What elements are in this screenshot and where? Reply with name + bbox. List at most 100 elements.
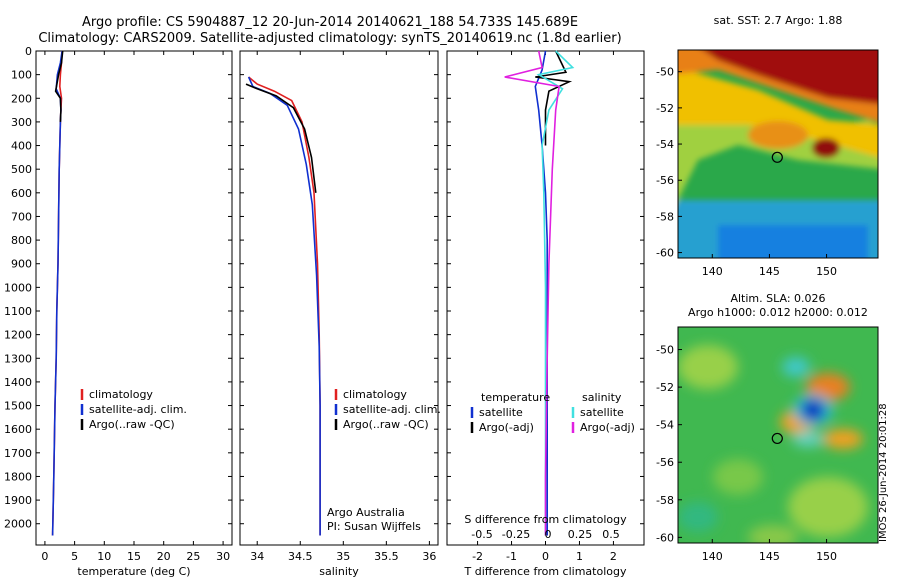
legend-title-temperature: temperature bbox=[481, 391, 550, 404]
map-y-tick-label: -56 bbox=[656, 456, 674, 469]
series-line bbox=[51, 50, 63, 536]
y-tick-label: 1500 bbox=[4, 400, 32, 413]
y-tick-label: 1200 bbox=[4, 329, 32, 342]
x-tick-label: 10 bbox=[97, 550, 111, 563]
sst-warm-region bbox=[703, 50, 878, 104]
y-tick-label: 1800 bbox=[4, 470, 32, 483]
sst-warm-eddy bbox=[812, 138, 840, 158]
annotation-argo-australia: Argo Australia bbox=[327, 506, 405, 519]
series-line bbox=[535, 50, 573, 146]
series-line bbox=[54, 50, 64, 122]
sst-field bbox=[678, 50, 878, 258]
x-tick-label: 34.5 bbox=[288, 550, 313, 563]
panel-frame bbox=[239, 50, 439, 546]
x-tick-label: 1 bbox=[576, 550, 583, 563]
map-x-tick-label: 150 bbox=[816, 550, 837, 563]
map-y-tick-label: -50 bbox=[656, 66, 674, 79]
legend-label: Argo(..raw -QC) bbox=[89, 418, 175, 431]
y-tick-label: 600 bbox=[11, 187, 32, 200]
sla-eddy-blob bbox=[678, 345, 738, 389]
y-tick-label: 1100 bbox=[4, 305, 32, 318]
x2-axis-label: S difference from climatology bbox=[464, 513, 627, 526]
sla-eddy-blob bbox=[713, 459, 763, 495]
y-tick-label: 400 bbox=[11, 140, 32, 153]
x-tick-label: -1 bbox=[506, 550, 517, 563]
sla-eddy-blob bbox=[748, 525, 798, 543]
x-tick-label: 36 bbox=[422, 550, 436, 563]
sla-eddy-blob bbox=[788, 477, 868, 537]
map-x-tick-label: 140 bbox=[702, 550, 723, 563]
map-x-tick-label: 140 bbox=[702, 265, 723, 278]
legend-label: Argo(..raw -QC) bbox=[343, 418, 429, 431]
argo-location-marker bbox=[771, 432, 783, 445]
map-y-tick-label: -56 bbox=[656, 174, 674, 187]
x-tick-label: 2 bbox=[610, 550, 617, 563]
legend-label: satellite bbox=[479, 406, 523, 419]
map-y-tick-label: -54 bbox=[656, 138, 674, 151]
x-tick-label: -2 bbox=[472, 550, 483, 563]
y-tick-label: 2000 bbox=[4, 518, 32, 531]
x-tick-label: 20 bbox=[157, 550, 171, 563]
x-tick-label: 0 bbox=[41, 550, 48, 563]
sst-map-title: sat. SST: 2.7 Argo: 1.88 bbox=[713, 14, 843, 27]
sla-eddy-blob bbox=[678, 502, 718, 532]
legend-label: satellite bbox=[580, 406, 624, 419]
map-y-tick-label: -60 bbox=[656, 531, 674, 544]
sst-orange-patch bbox=[748, 121, 808, 149]
x2-tick-label: 0 bbox=[545, 528, 552, 541]
sla-eddy-blob bbox=[801, 399, 825, 421]
argo-location-marker bbox=[771, 151, 783, 163]
legend-label: satellite-adj. clim. bbox=[343, 403, 441, 416]
x-tick-label: 25 bbox=[186, 550, 200, 563]
map-y-tick-label: -60 bbox=[656, 247, 674, 260]
map-y-tick-label: -52 bbox=[656, 381, 674, 394]
sla-map bbox=[678, 327, 878, 543]
series-line bbox=[534, 50, 549, 536]
y-tick-label: 800 bbox=[11, 234, 32, 247]
legend-label: climatology bbox=[89, 388, 153, 401]
x-axis-label: salinity bbox=[319, 565, 359, 578]
map-y-tick-label: -52 bbox=[656, 102, 674, 115]
x-tick-label: 35 bbox=[336, 550, 350, 563]
title-line-1: Argo profile: CS 5904887_12 20-Jun-2014 … bbox=[81, 15, 579, 30]
map-y-tick-label: -54 bbox=[656, 419, 674, 432]
sla-eddy-blob bbox=[782, 357, 810, 377]
map-x-tick-label: 145 bbox=[759, 550, 780, 563]
sla-field bbox=[678, 345, 868, 543]
y-tick-label: 1700 bbox=[4, 447, 32, 460]
y-tick-label: 1400 bbox=[4, 376, 32, 389]
x-tick-label: 35.5 bbox=[374, 550, 399, 563]
series-line bbox=[504, 50, 561, 536]
sst-map bbox=[678, 50, 878, 258]
y-tick-label: 100 bbox=[11, 69, 32, 82]
y-tick-label: 200 bbox=[11, 92, 32, 105]
sla-map-title: Altim. SLA: 0.026 bbox=[730, 292, 826, 305]
series-line bbox=[245, 83, 317, 193]
legend-label: climatology bbox=[343, 388, 407, 401]
map-x-tick-label: 145 bbox=[759, 265, 780, 278]
x-tick-label: 0 bbox=[542, 550, 549, 563]
sla-map-frame bbox=[677, 326, 879, 544]
legend-label: satellite-adj. clim. bbox=[89, 403, 187, 416]
x2-tick-label: -0.25 bbox=[502, 528, 530, 541]
x-tick-label: 5 bbox=[71, 550, 78, 563]
sla-eddy-blob bbox=[792, 431, 824, 447]
map-y-tick-label: -58 bbox=[656, 494, 674, 507]
x-axis-label: T difference from climatology bbox=[464, 565, 627, 578]
legend-label: Argo(-adj) bbox=[479, 421, 534, 434]
x-axis-label: temperature (deg C) bbox=[77, 565, 190, 578]
sst-map-frame bbox=[677, 49, 879, 259]
map-x-tick-label: 150 bbox=[816, 265, 837, 278]
sla-eddy-blob bbox=[806, 373, 850, 401]
x-tick-label: 30 bbox=[216, 550, 230, 563]
y-tick-label: 500 bbox=[11, 163, 32, 176]
y-tick-label: 900 bbox=[11, 258, 32, 271]
x2-tick-label: 0.5 bbox=[602, 528, 620, 541]
y-tick-label: 700 bbox=[11, 210, 32, 223]
annotation-pi: PI: Susan Wijffels bbox=[327, 520, 421, 533]
sla-eddy-blob bbox=[823, 429, 863, 449]
y-tick-label: 1900 bbox=[4, 494, 32, 507]
map-y-tick-label: -50 bbox=[656, 344, 674, 357]
x2-tick-label: 0.25 bbox=[568, 528, 593, 541]
